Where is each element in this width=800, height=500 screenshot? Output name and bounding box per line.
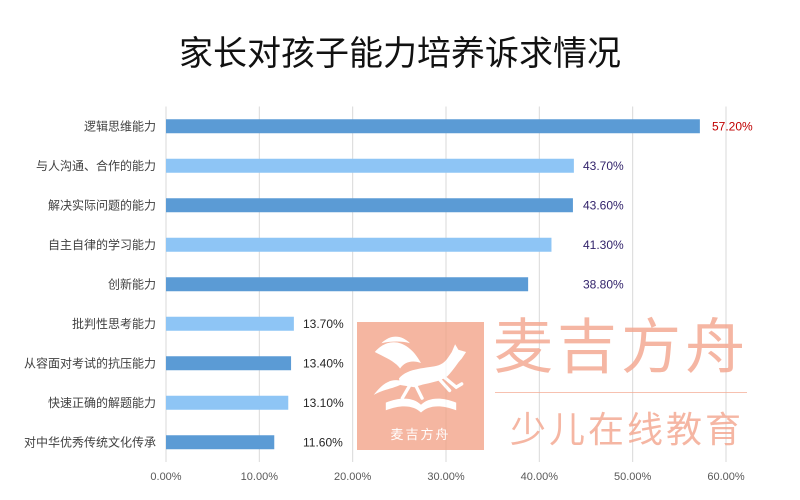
data-label: 11.60% [303,435,343,449]
bar [166,395,289,410]
data-label: 13.10% [303,396,344,410]
category-label: 快速正确的解题能力 [48,395,156,410]
bar [166,316,294,331]
data-label: 41.30% [583,238,624,252]
data-label: 57.20% [712,119,753,133]
x-tick-label: 10.00% [241,471,279,483]
category-label: 创新能力 [108,276,156,291]
category-label: 从容面对考试的抗压能力 [24,355,156,370]
category-label: 解决实际问题的能力 [48,197,156,212]
data-labels: 57.20% 43.70% 43.60% 41.30% 38.80% 13.70% 13.4… [303,119,753,449]
x-tick-label: 50.00% [614,471,652,483]
bar [166,119,700,134]
category-labels: 逻辑思维能力与人沟通、合作的能力解决实际问题的能力自主自律的学习能力创新能力批判… [24,119,156,449]
bars [166,119,700,450]
x-axis-tick-labels: 0.00% 10.00% 20.00% 30.00% 40.00% 50.00% 60.00… [150,471,744,483]
category-label: 对中华优秀传统文化传承 [24,434,156,449]
x-tick-label: 40.00% [521,471,559,483]
bar [166,158,574,173]
category-label: 逻辑思维能力 [84,119,156,133]
x-tick-label: 20.00% [334,471,372,483]
data-label: 43.60% [583,198,624,212]
x-tick-label: 60.00% [707,471,745,483]
category-label: 批判性思考能力 [72,316,156,331]
bar [166,198,573,213]
data-label: 38.80% [583,277,624,291]
x-tick-label: 30.00% [427,471,465,483]
bar [166,277,529,292]
chart-title: 家长对孩子能力培养诉求情况 [179,34,621,74]
category-label: 与人沟通、合作的能力 [36,158,156,173]
x-tick-label: 0.00% [150,471,181,483]
bar [166,435,275,450]
bar [166,356,292,371]
bar [166,237,552,252]
category-label: 自主自律的学习能力 [48,237,156,252]
data-label: 13.70% [303,317,344,331]
data-label: 43.70% [583,159,624,173]
data-label: 13.40% [303,356,344,370]
